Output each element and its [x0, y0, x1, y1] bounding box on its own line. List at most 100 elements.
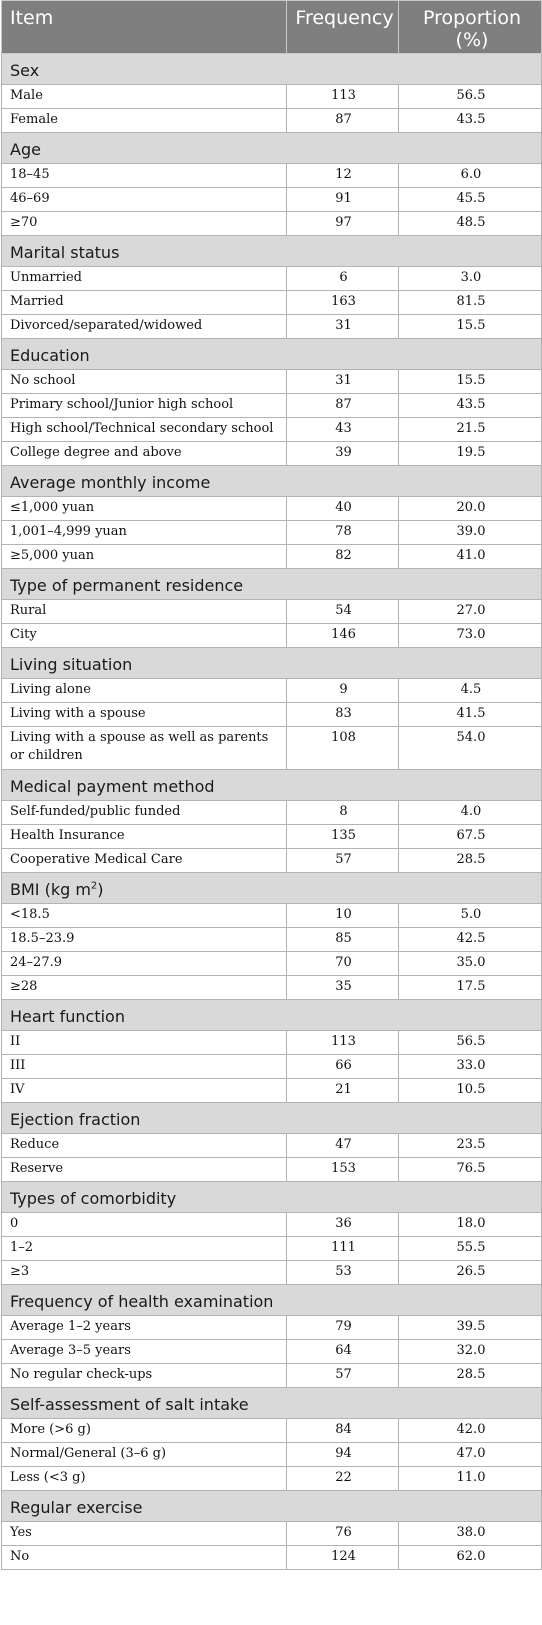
- cell-item: ≥5,000 yuan: [1, 544, 287, 569]
- cell-item: 18–45: [1, 163, 287, 188]
- table-row: Primary school/Junior high school 87 43.5: [1, 393, 542, 418]
- section-title: Medical payment method: [1, 769, 542, 801]
- cell-item: 24–27.9: [1, 951, 287, 976]
- cell-proportion: 41.5: [398, 702, 542, 727]
- cell-frequency: 36: [286, 1212, 399, 1237]
- cell-item: Living with a spouse: [1, 702, 287, 727]
- section-title-text: Sex: [10, 61, 40, 80]
- cell-frequency: 94: [286, 1442, 399, 1467]
- section-row: Heart function: [1, 999, 542, 1031]
- cell-item: Reduce: [1, 1133, 287, 1158]
- cell-item: Health Insurance: [1, 824, 287, 849]
- cell-item: Male: [1, 84, 287, 109]
- cell-frequency: 135: [286, 824, 399, 849]
- cell-proportion: 56.5: [398, 84, 542, 109]
- cell-frequency: 8: [286, 800, 399, 825]
- cell-item: Average 3–5 years: [1, 1339, 287, 1364]
- cell-frequency: 57: [286, 1363, 399, 1388]
- cell-proportion: 76.5: [398, 1157, 542, 1182]
- cell-proportion: 67.5: [398, 824, 542, 849]
- table-row: College degree and above 39 19.5: [1, 441, 542, 466]
- table-row: Average 3–5 years 64 32.0: [1, 1339, 542, 1364]
- cell-proportion: 42.5: [398, 927, 542, 952]
- cell-item: No regular check-ups: [1, 1363, 287, 1388]
- cell-item: Living with a spouse as well as parents …: [1, 726, 287, 770]
- cell-proportion: 81.5: [398, 290, 542, 315]
- table-row: ≥28 35 17.5: [1, 975, 542, 1000]
- cell-item: ≥28: [1, 975, 287, 1000]
- cell-frequency: 153: [286, 1157, 399, 1182]
- cell-frequency: 43: [286, 417, 399, 442]
- table-row: Female 87 43.5: [1, 108, 542, 133]
- section-title: Heart function: [1, 999, 542, 1031]
- section-title-text: Marital status: [10, 243, 120, 262]
- cell-item: Female: [1, 108, 287, 133]
- table-row: High school/Technical secondary school 43…: [1, 417, 542, 442]
- table-row: 0 36 18.0: [1, 1212, 542, 1237]
- cell-proportion: 3.0: [398, 266, 542, 291]
- table-row: 24–27.9 70 35.0: [1, 951, 542, 976]
- section-row: Type of permanent residence: [1, 568, 542, 600]
- cell-frequency: 97: [286, 211, 399, 236]
- section-title: Self-assessment of salt intake: [1, 1387, 542, 1419]
- section-title-text: Frequency of health examination: [10, 1292, 274, 1311]
- cell-frequency: 87: [286, 393, 399, 418]
- cell-item: 0: [1, 1212, 287, 1237]
- table-row: II 113 56.5: [1, 1030, 542, 1055]
- cell-proportion: 54.0: [398, 726, 542, 770]
- cell-frequency: 35: [286, 975, 399, 1000]
- cell-frequency: 82: [286, 544, 399, 569]
- cell-item: Average 1–2 years: [1, 1315, 287, 1340]
- section-title: Ejection fraction: [1, 1102, 542, 1134]
- section-title-text: Type of permanent residence: [10, 576, 244, 595]
- cell-proportion: 17.5: [398, 975, 542, 1000]
- section-title-text: Heart function: [10, 1007, 125, 1026]
- cell-proportion: 39.0: [398, 520, 542, 545]
- cell-proportion: 48.5: [398, 211, 542, 236]
- cell-frequency: 57: [286, 848, 399, 873]
- section-row: BMI (kg m2): [1, 872, 542, 904]
- table-row: Health Insurance 135 67.5: [1, 824, 542, 849]
- cell-frequency: 31: [286, 314, 399, 339]
- cell-frequency: 10: [286, 903, 399, 928]
- cell-proportion: 33.0: [398, 1054, 542, 1079]
- section-title: Type of permanent residence: [1, 568, 542, 600]
- cell-frequency: 79: [286, 1315, 399, 1340]
- table-body: Sex Male 113 56.5 Female 87 43.5 Age 18–45 12 6.0 4…: [1, 53, 542, 1570]
- cell-item: Divorced/separated/widowed: [1, 314, 287, 339]
- cell-item: Cooperative Medical Care: [1, 848, 287, 873]
- cell-item: City: [1, 623, 287, 648]
- section-row: Frequency of health examination: [1, 1284, 542, 1316]
- cell-item: 1–2: [1, 1236, 287, 1261]
- table-row: Reserve 153 76.5: [1, 1157, 542, 1182]
- cell-frequency: 9: [286, 678, 399, 703]
- section-title-text: Medical payment method: [10, 777, 215, 796]
- cell-frequency: 47: [286, 1133, 399, 1158]
- cell-proportion: 18.0: [398, 1212, 542, 1237]
- cell-item: <18.5: [1, 903, 287, 928]
- section-title-superscript: 2: [90, 880, 98, 892]
- section-title: BMI (kg m2): [1, 872, 542, 904]
- cell-frequency: 70: [286, 951, 399, 976]
- section-title-text: Living situation: [10, 655, 133, 674]
- table-row: <18.5 10 5.0: [1, 903, 542, 928]
- cell-frequency: 146: [286, 623, 399, 648]
- section-title: Living situation: [1, 647, 542, 679]
- cell-item: Unmarried: [1, 266, 287, 291]
- cell-proportion: 41.0: [398, 544, 542, 569]
- cell-frequency: 40: [286, 496, 399, 521]
- cell-frequency: 108: [286, 726, 399, 770]
- table-row: Living with a spouse as well as parents …: [1, 726, 542, 770]
- header-frequency: Frequency: [286, 0, 399, 54]
- table-row: City 146 73.0: [1, 623, 542, 648]
- cell-proportion: 38.0: [398, 1521, 542, 1546]
- cell-item: No school: [1, 369, 287, 394]
- section-row: Types of comorbidity: [1, 1181, 542, 1213]
- cell-proportion: 4.0: [398, 800, 542, 825]
- table-row: Unmarried 6 3.0: [1, 266, 542, 291]
- table-row: Reduce 47 23.5: [1, 1133, 542, 1158]
- section-title: Education: [1, 338, 542, 370]
- section-row: Ejection fraction: [1, 1102, 542, 1134]
- section-row: Education: [1, 338, 542, 370]
- section-title: Average monthly income: [1, 465, 542, 497]
